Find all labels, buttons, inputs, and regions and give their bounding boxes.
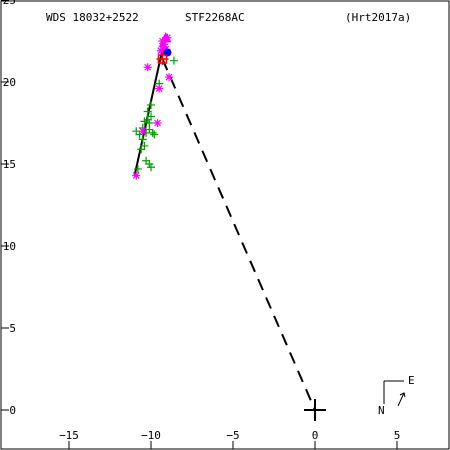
compass-north-label: N xyxy=(378,404,385,417)
compass-motion-arrow xyxy=(397,392,405,407)
red-cross-point xyxy=(156,53,169,66)
green-plus-point xyxy=(145,160,154,168)
magenta-asterisk-point xyxy=(155,84,164,93)
y-tick-label: 15 xyxy=(3,158,16,171)
green-plus-point xyxy=(138,135,147,144)
x-tick-label: −15 xyxy=(59,429,79,442)
axis-ticks: −15 −10 −5 0 5 0 5 10 15 20 25 xyxy=(1,0,400,449)
projection-dashed-line xyxy=(161,58,316,411)
y-tick-label: 5 xyxy=(9,322,16,335)
magenta-asterisk-point xyxy=(138,127,147,136)
green-plus-point xyxy=(140,141,149,150)
magenta-asterisk-point xyxy=(132,171,141,180)
green-plus-point xyxy=(150,130,159,139)
primary-star-marker xyxy=(304,399,326,421)
green-plus-point xyxy=(169,56,178,65)
green-plus-point xyxy=(143,107,152,116)
green-plus-point xyxy=(147,112,155,121)
y-tick-label: 10 xyxy=(3,240,16,253)
compass-arrow-head xyxy=(399,392,406,398)
green-plus-point xyxy=(145,125,154,134)
x-tick-label: 0 xyxy=(312,429,319,442)
green-plus-point xyxy=(148,128,157,137)
magenta-asterisk-point xyxy=(143,63,152,72)
y-tick-label: 25 xyxy=(3,0,16,7)
primary-star-cross xyxy=(304,399,326,421)
green-plus-point xyxy=(147,163,155,172)
wds-id: WDS 18032+2522 xyxy=(46,11,139,24)
green-plus-point xyxy=(133,164,142,173)
green-plus-point xyxy=(143,115,152,124)
data-points xyxy=(132,32,178,180)
green-plus-point xyxy=(135,130,144,139)
magenta-asterisk-point xyxy=(156,46,165,55)
magenta-triangle-point xyxy=(163,35,172,43)
x-tick-label: 5 xyxy=(394,429,401,442)
y-tick-label: 20 xyxy=(3,76,16,89)
x-tick-label: −10 xyxy=(141,429,161,442)
compass: E N xyxy=(378,374,415,417)
discoverer-designation: STF2268AC xyxy=(185,11,245,24)
compass-east-label: E xyxy=(408,374,415,387)
x-tick-label: −5 xyxy=(226,429,239,442)
green-plus-point xyxy=(147,100,155,109)
green-plus-point xyxy=(140,117,149,126)
reference-code: (Hrt2017a) xyxy=(345,11,411,24)
y-tick-label: 0 xyxy=(9,404,16,417)
green-plus-point xyxy=(142,156,151,165)
magenta-asterisk-point xyxy=(165,73,174,82)
green-plus-point xyxy=(137,145,146,154)
magenta-asterisk-point xyxy=(153,119,162,127)
